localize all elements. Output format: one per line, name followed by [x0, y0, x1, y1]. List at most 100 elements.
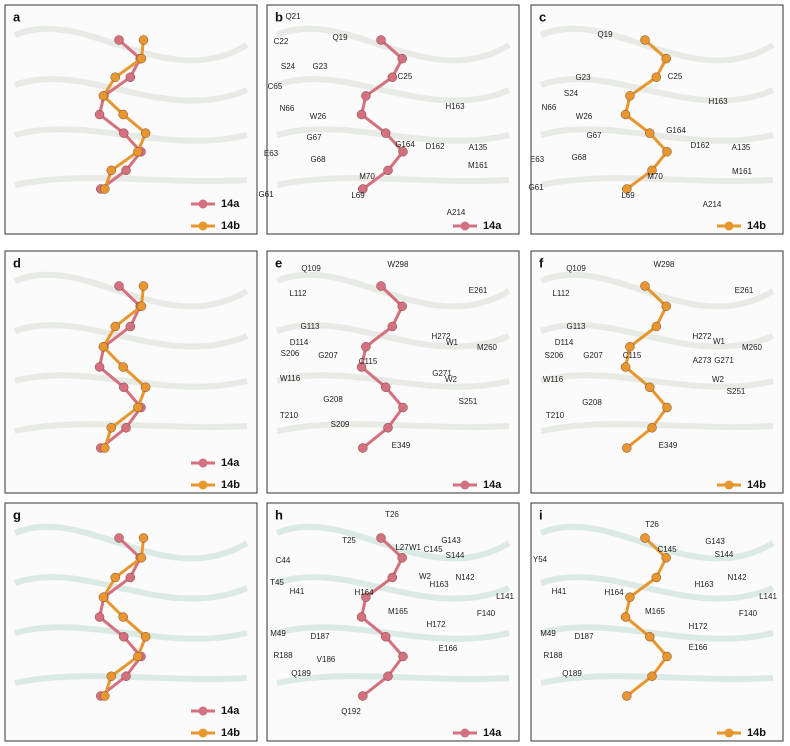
residue-label: E166 — [689, 643, 708, 652]
residue-label: A135 — [469, 143, 488, 152]
residue-label: M260 — [742, 343, 763, 352]
cartoon-ribbon — [13, 322, 249, 350]
legend-marker — [198, 728, 208, 738]
ligand-atom — [383, 423, 393, 433]
residue-label: V186 — [317, 655, 336, 664]
residue-label: G113 — [301, 322, 321, 331]
legend-marker — [724, 480, 734, 490]
legend-label: 14a — [221, 457, 240, 469]
ligand-atom — [138, 533, 149, 543]
cartoon-ribbon — [275, 322, 511, 350]
residue-label: S144 — [446, 551, 465, 560]
ligand-atom — [118, 128, 129, 138]
panel: i T26 C145 G143 S144 Y54 H41 H163 N142 H164 L141 M1… — [530, 502, 784, 742]
ligand-atom — [98, 91, 109, 101]
residue-label: L141 — [759, 592, 777, 601]
residue-label: G67 — [586, 131, 602, 140]
residue-label: D114 — [555, 338, 574, 347]
ligand-atom — [644, 128, 655, 138]
residue-label: D187 — [574, 632, 594, 641]
residue-label: W298 — [654, 260, 675, 269]
residue-label: S251 — [727, 387, 746, 396]
ligand-atom — [640, 281, 650, 291]
legend-label: 14b — [221, 727, 240, 739]
residue-label: G207 — [318, 351, 338, 360]
ligand-atom — [644, 382, 655, 392]
residue-label: M70 — [647, 172, 663, 181]
ligand-atom — [125, 321, 136, 332]
residue-label: M49 — [540, 629, 556, 638]
residue-label: W298 — [388, 260, 409, 269]
panel-frame — [530, 250, 784, 494]
residue-label: Q192 — [341, 707, 361, 716]
cartoon-ribbon — [539, 322, 775, 350]
panel: e Q109 W298 L112 E261 G113 H272 M260 D114 W1 C115 G… — [266, 250, 520, 494]
residue-label: C22 — [274, 37, 289, 46]
ligand-atom — [651, 321, 662, 332]
cartoon-ribbon — [14, 175, 248, 188]
legend-marker — [198, 221, 208, 231]
panel-letter: h — [275, 507, 283, 522]
residue-label: W26 — [576, 112, 593, 121]
residue-label: A214 — [703, 200, 722, 209]
ligand-atom — [361, 342, 371, 352]
residue-label: T45 — [270, 578, 284, 587]
residue-label: N142 — [727, 573, 747, 582]
panel: d 14a 14b — [4, 250, 258, 494]
residue-label: H164 — [354, 588, 374, 597]
residue-label: H41 — [552, 587, 567, 596]
residue-label: D162 — [425, 142, 445, 151]
residue-label: H172 — [688, 622, 708, 631]
legend-label: 14b — [747, 479, 766, 491]
residue-label: E349 — [392, 441, 411, 450]
ligand-atom — [625, 91, 635, 101]
residue-label: A273 — [693, 356, 712, 365]
ligand-atom — [647, 671, 657, 681]
ligand-atom — [398, 147, 408, 157]
residue-label: M165 — [388, 607, 409, 616]
residue-label: G68 — [310, 155, 326, 164]
residue-label: M161 — [732, 167, 753, 176]
legend-marker — [460, 221, 470, 231]
residue-label: C145 — [423, 545, 443, 554]
ligand-atom — [100, 184, 110, 194]
legend-marker — [198, 706, 208, 716]
ligand-atom — [625, 592, 635, 602]
residue-label: L69 — [351, 191, 365, 200]
residue-label: W1 — [713, 337, 726, 346]
ligand-atom — [620, 612, 631, 622]
ligand-atom — [118, 382, 129, 392]
residue-label: N142 — [455, 573, 475, 582]
residue-label: G61 — [528, 183, 544, 192]
ligand-atom — [640, 533, 650, 543]
ligand-atom — [361, 91, 371, 101]
residue-label: M161 — [468, 161, 489, 170]
cartoon-ribbon — [539, 76, 775, 104]
residue-label: F140 — [477, 609, 496, 618]
ligand-atom — [662, 402, 672, 413]
residue-label: G164 — [666, 126, 686, 135]
residue-label: E166 — [439, 644, 458, 653]
panel: f Q109 W298 L112 E261 G113 H272 M260 D114 C115 W1 S… — [530, 250, 784, 494]
residue-label: C115 — [359, 357, 378, 366]
residue-label: W2 — [712, 375, 725, 384]
ligand-atom — [356, 612, 367, 622]
panel-frame — [530, 502, 784, 742]
panel-letter: i — [539, 507, 543, 522]
ligand-atom — [376, 533, 386, 543]
legend-marker — [198, 199, 208, 209]
residue-label: A135 — [732, 143, 751, 152]
legend-marker — [460, 728, 470, 738]
residue-label: N66 — [542, 103, 557, 112]
residue-label: M165 — [645, 607, 666, 616]
ligand-atom — [106, 671, 116, 681]
ligand-atom — [136, 53, 147, 64]
residue-label: Q109 — [566, 264, 586, 273]
residue-label: W2 — [445, 375, 458, 384]
residue-label: E261 — [469, 286, 488, 295]
residue-label: S24 — [281, 62, 296, 71]
ligand-atom — [661, 53, 671, 64]
legend-label: 14a — [221, 198, 240, 210]
cartoon-ribbon — [276, 372, 510, 390]
